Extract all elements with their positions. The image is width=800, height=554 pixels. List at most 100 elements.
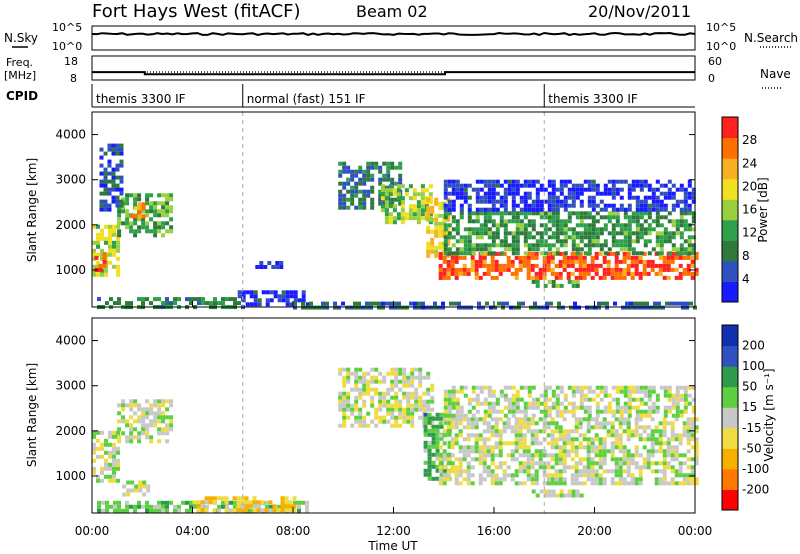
data-cell <box>674 275 679 280</box>
data-cell <box>590 417 595 422</box>
data-cell <box>113 504 117 509</box>
data-cell <box>196 508 201 513</box>
data-cell <box>366 423 371 428</box>
data-cell <box>691 409 696 414</box>
data-cell <box>475 207 480 212</box>
data-cell <box>470 255 475 260</box>
data-cell <box>386 169 391 174</box>
data-cell <box>450 461 455 466</box>
data-cell <box>346 205 351 210</box>
data-cell <box>683 385 688 390</box>
data-cell <box>153 229 158 234</box>
data-cell <box>161 193 166 198</box>
data-cell <box>551 223 556 228</box>
data-cell <box>362 169 367 174</box>
data-cell <box>454 473 459 478</box>
data-cell <box>658 429 663 434</box>
data-cell <box>467 219 472 224</box>
data-cell <box>658 263 663 268</box>
data-cell <box>678 437 683 442</box>
data-cell <box>256 508 261 513</box>
data-cell <box>691 199 696 204</box>
data-cell <box>390 411 395 416</box>
data-cell <box>622 267 627 272</box>
data-cell <box>522 421 527 426</box>
data-cell <box>414 395 419 400</box>
data-cell <box>683 393 688 398</box>
data-cell <box>639 203 644 208</box>
data-cell <box>510 259 515 264</box>
data-cell <box>117 435 122 440</box>
data-cell <box>555 219 560 224</box>
data-cell <box>439 412 444 417</box>
data-cell <box>293 301 297 306</box>
data-cell <box>607 219 612 224</box>
data-cell <box>639 409 644 414</box>
data-cell <box>374 367 379 372</box>
data-cell <box>534 251 539 256</box>
data-cell <box>614 255 619 260</box>
data-cell <box>631 239 636 244</box>
data-cell <box>422 391 427 396</box>
data-cell <box>430 245 435 250</box>
data-cell <box>137 500 141 505</box>
data-cell <box>575 191 580 196</box>
data-cell <box>662 453 667 458</box>
data-cell <box>659 207 664 212</box>
data-cell <box>638 425 643 430</box>
data-cell <box>378 415 383 420</box>
data-cell <box>392 188 397 193</box>
data-cell <box>631 211 636 216</box>
data-cell <box>690 437 695 442</box>
data-cell <box>288 504 293 509</box>
data-cell <box>551 211 556 216</box>
data-cell <box>675 413 680 418</box>
data-cell <box>111 167 116 172</box>
data-cell <box>495 227 500 232</box>
data-cell <box>535 279 540 284</box>
data-cell <box>538 453 543 458</box>
data-cell <box>566 429 571 434</box>
data-cell <box>354 383 359 388</box>
data-cell <box>426 213 431 218</box>
data-cell <box>582 465 587 470</box>
data-cell <box>551 489 556 494</box>
data-cell <box>487 195 492 200</box>
data-cell <box>443 389 448 394</box>
data-cell <box>655 239 660 244</box>
data-cell <box>670 429 675 434</box>
data-cell <box>523 191 528 196</box>
data-cell <box>586 263 591 268</box>
data-cell <box>590 461 595 466</box>
data-cell <box>671 243 676 248</box>
x-tick-label: 04:00 <box>175 524 210 538</box>
data-cell <box>471 389 476 394</box>
data-cell <box>618 259 623 264</box>
data-cell <box>499 393 504 398</box>
data-cell <box>418 379 423 384</box>
data-cell <box>370 161 375 166</box>
data-cell <box>627 203 632 208</box>
data-cell <box>634 259 639 264</box>
data-cell <box>406 375 411 380</box>
data-cell <box>575 223 580 228</box>
data-cell <box>587 239 592 244</box>
data-cell <box>691 397 696 402</box>
data-cell <box>117 411 122 416</box>
data-cell <box>115 167 120 172</box>
data-cell <box>361 305 365 310</box>
data-cell <box>570 263 575 268</box>
data-cell <box>579 393 584 398</box>
data-cell <box>474 425 479 430</box>
data-cell <box>362 189 367 194</box>
data-cell <box>551 389 556 394</box>
data-cell <box>627 219 632 224</box>
data-cell <box>519 397 524 402</box>
data-cell <box>594 473 599 478</box>
data-cell <box>92 248 96 253</box>
data-cell <box>412 212 417 217</box>
data-cell <box>458 417 463 422</box>
data-cell <box>443 207 448 212</box>
data-cell <box>117 209 122 214</box>
